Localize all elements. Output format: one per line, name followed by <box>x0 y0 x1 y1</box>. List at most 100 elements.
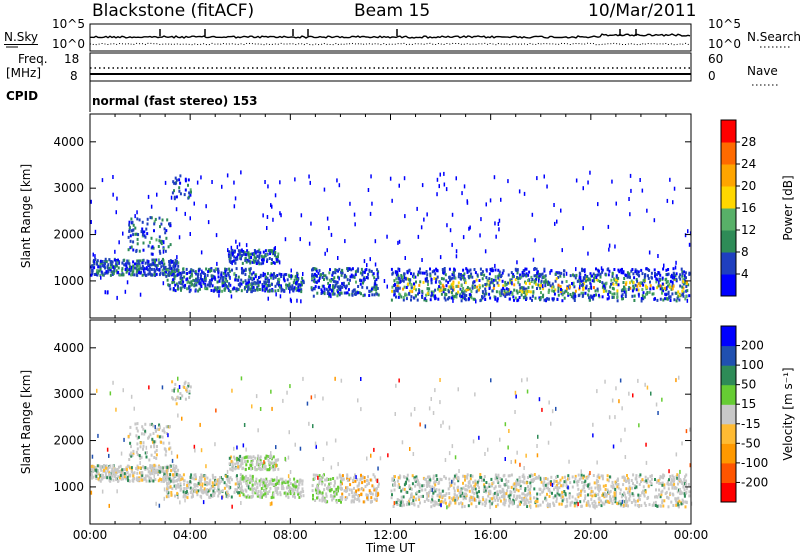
power-cell <box>673 275 676 279</box>
velocity-cell <box>136 429 139 433</box>
power-cell <box>612 295 615 299</box>
power-cell <box>527 279 530 283</box>
velocity-cell <box>377 493 379 497</box>
velocity-cell <box>315 491 318 495</box>
velocity-cell <box>671 486 674 490</box>
velocity-cell <box>510 500 513 504</box>
power-cell <box>145 227 148 231</box>
power-sparse-cell <box>486 268 488 273</box>
velocity-cell <box>262 493 265 497</box>
power-sparse-cell <box>687 229 689 234</box>
power-cell <box>551 282 554 286</box>
power-cell <box>196 275 199 279</box>
power-cell <box>258 256 261 260</box>
velocity-cell <box>201 482 204 486</box>
power-sparse-cell <box>439 255 442 260</box>
noise-right-bottom: 10^0 <box>708 37 741 51</box>
power-cell <box>362 281 364 285</box>
power-cell <box>489 267 492 271</box>
power-cell <box>688 271 691 275</box>
velocity-cell <box>251 461 254 465</box>
velocity-cell <box>367 498 370 502</box>
velocity-cell <box>672 504 675 507</box>
velocity-cell <box>481 496 484 500</box>
power-cell <box>277 252 280 256</box>
velocity-cell <box>223 481 226 485</box>
power-cell <box>490 280 493 284</box>
power-cell <box>144 235 147 239</box>
power-cell <box>540 279 543 283</box>
power-cell <box>471 286 474 290</box>
power-cell <box>394 286 397 290</box>
velocity-cell <box>118 465 120 469</box>
power-cell <box>561 293 564 297</box>
power-sparse-cell <box>421 258 423 262</box>
power-cell <box>681 285 684 289</box>
velocity-cell <box>679 492 682 496</box>
power-cell <box>518 283 521 287</box>
power-cell <box>350 273 353 277</box>
velocity-cell <box>256 463 259 467</box>
velocity-cell <box>518 494 521 498</box>
power-cell <box>410 298 412 302</box>
power-cell <box>183 275 186 279</box>
power-cell <box>573 285 576 289</box>
power-cell <box>142 233 144 236</box>
velocity-cell <box>165 425 168 429</box>
power-sparse-cell <box>255 250 257 255</box>
velocity-cell <box>238 493 241 497</box>
velocity-cell <box>576 483 579 487</box>
power-cell <box>267 289 269 293</box>
power-cell <box>134 266 137 270</box>
velocity-cell <box>543 487 546 491</box>
velocity-cell <box>332 496 335 500</box>
power-cell <box>608 269 611 273</box>
power-cell <box>442 268 445 272</box>
velocity-cell <box>151 464 154 468</box>
velocity-cell <box>504 492 507 496</box>
power-cell <box>130 273 132 277</box>
velocity-cell <box>206 476 209 480</box>
power-cell <box>643 278 646 282</box>
velocity-cell <box>212 476 215 480</box>
power-cell <box>235 274 238 277</box>
velocity-cell <box>164 465 167 469</box>
velocity-cell <box>481 502 484 506</box>
velocity-cell <box>547 488 550 492</box>
velocity-cell <box>657 479 660 483</box>
power-cell <box>227 273 230 277</box>
power-cell <box>531 278 534 281</box>
power-sparse-cell <box>590 285 593 290</box>
power-cell <box>642 283 645 287</box>
power-cell <box>187 178 190 182</box>
velocity-cell <box>289 482 292 486</box>
velocity-cell <box>243 476 246 480</box>
power-colorbar-label: Power [dB] <box>781 175 795 240</box>
power-cell <box>315 274 318 278</box>
power-cell <box>443 270 446 274</box>
power-sparse-cell <box>497 222 500 226</box>
velocity-cell <box>138 476 141 480</box>
velocity-cell <box>277 458 280 462</box>
power-cell <box>599 275 602 279</box>
velocity-cell <box>156 434 159 438</box>
velocity-cell <box>679 478 682 481</box>
power-sparse-cell <box>90 220 92 224</box>
power-cell <box>659 284 662 288</box>
power-cell <box>184 177 187 181</box>
velocity-cell <box>635 477 638 481</box>
power-cell <box>405 297 408 301</box>
velocity-cell <box>649 480 652 484</box>
velocity-cell <box>390 489 393 493</box>
velocity-cell <box>271 479 274 482</box>
power-cell <box>540 291 542 295</box>
power-cell <box>295 281 297 285</box>
power-cell <box>527 286 530 290</box>
power-cell <box>543 269 546 273</box>
velocity-cell <box>544 477 547 480</box>
velocity-cell <box>228 477 230 481</box>
velocity-cell <box>172 480 175 484</box>
power-cell <box>206 273 209 277</box>
velocity-cell <box>182 473 185 477</box>
power-cell <box>623 277 626 280</box>
